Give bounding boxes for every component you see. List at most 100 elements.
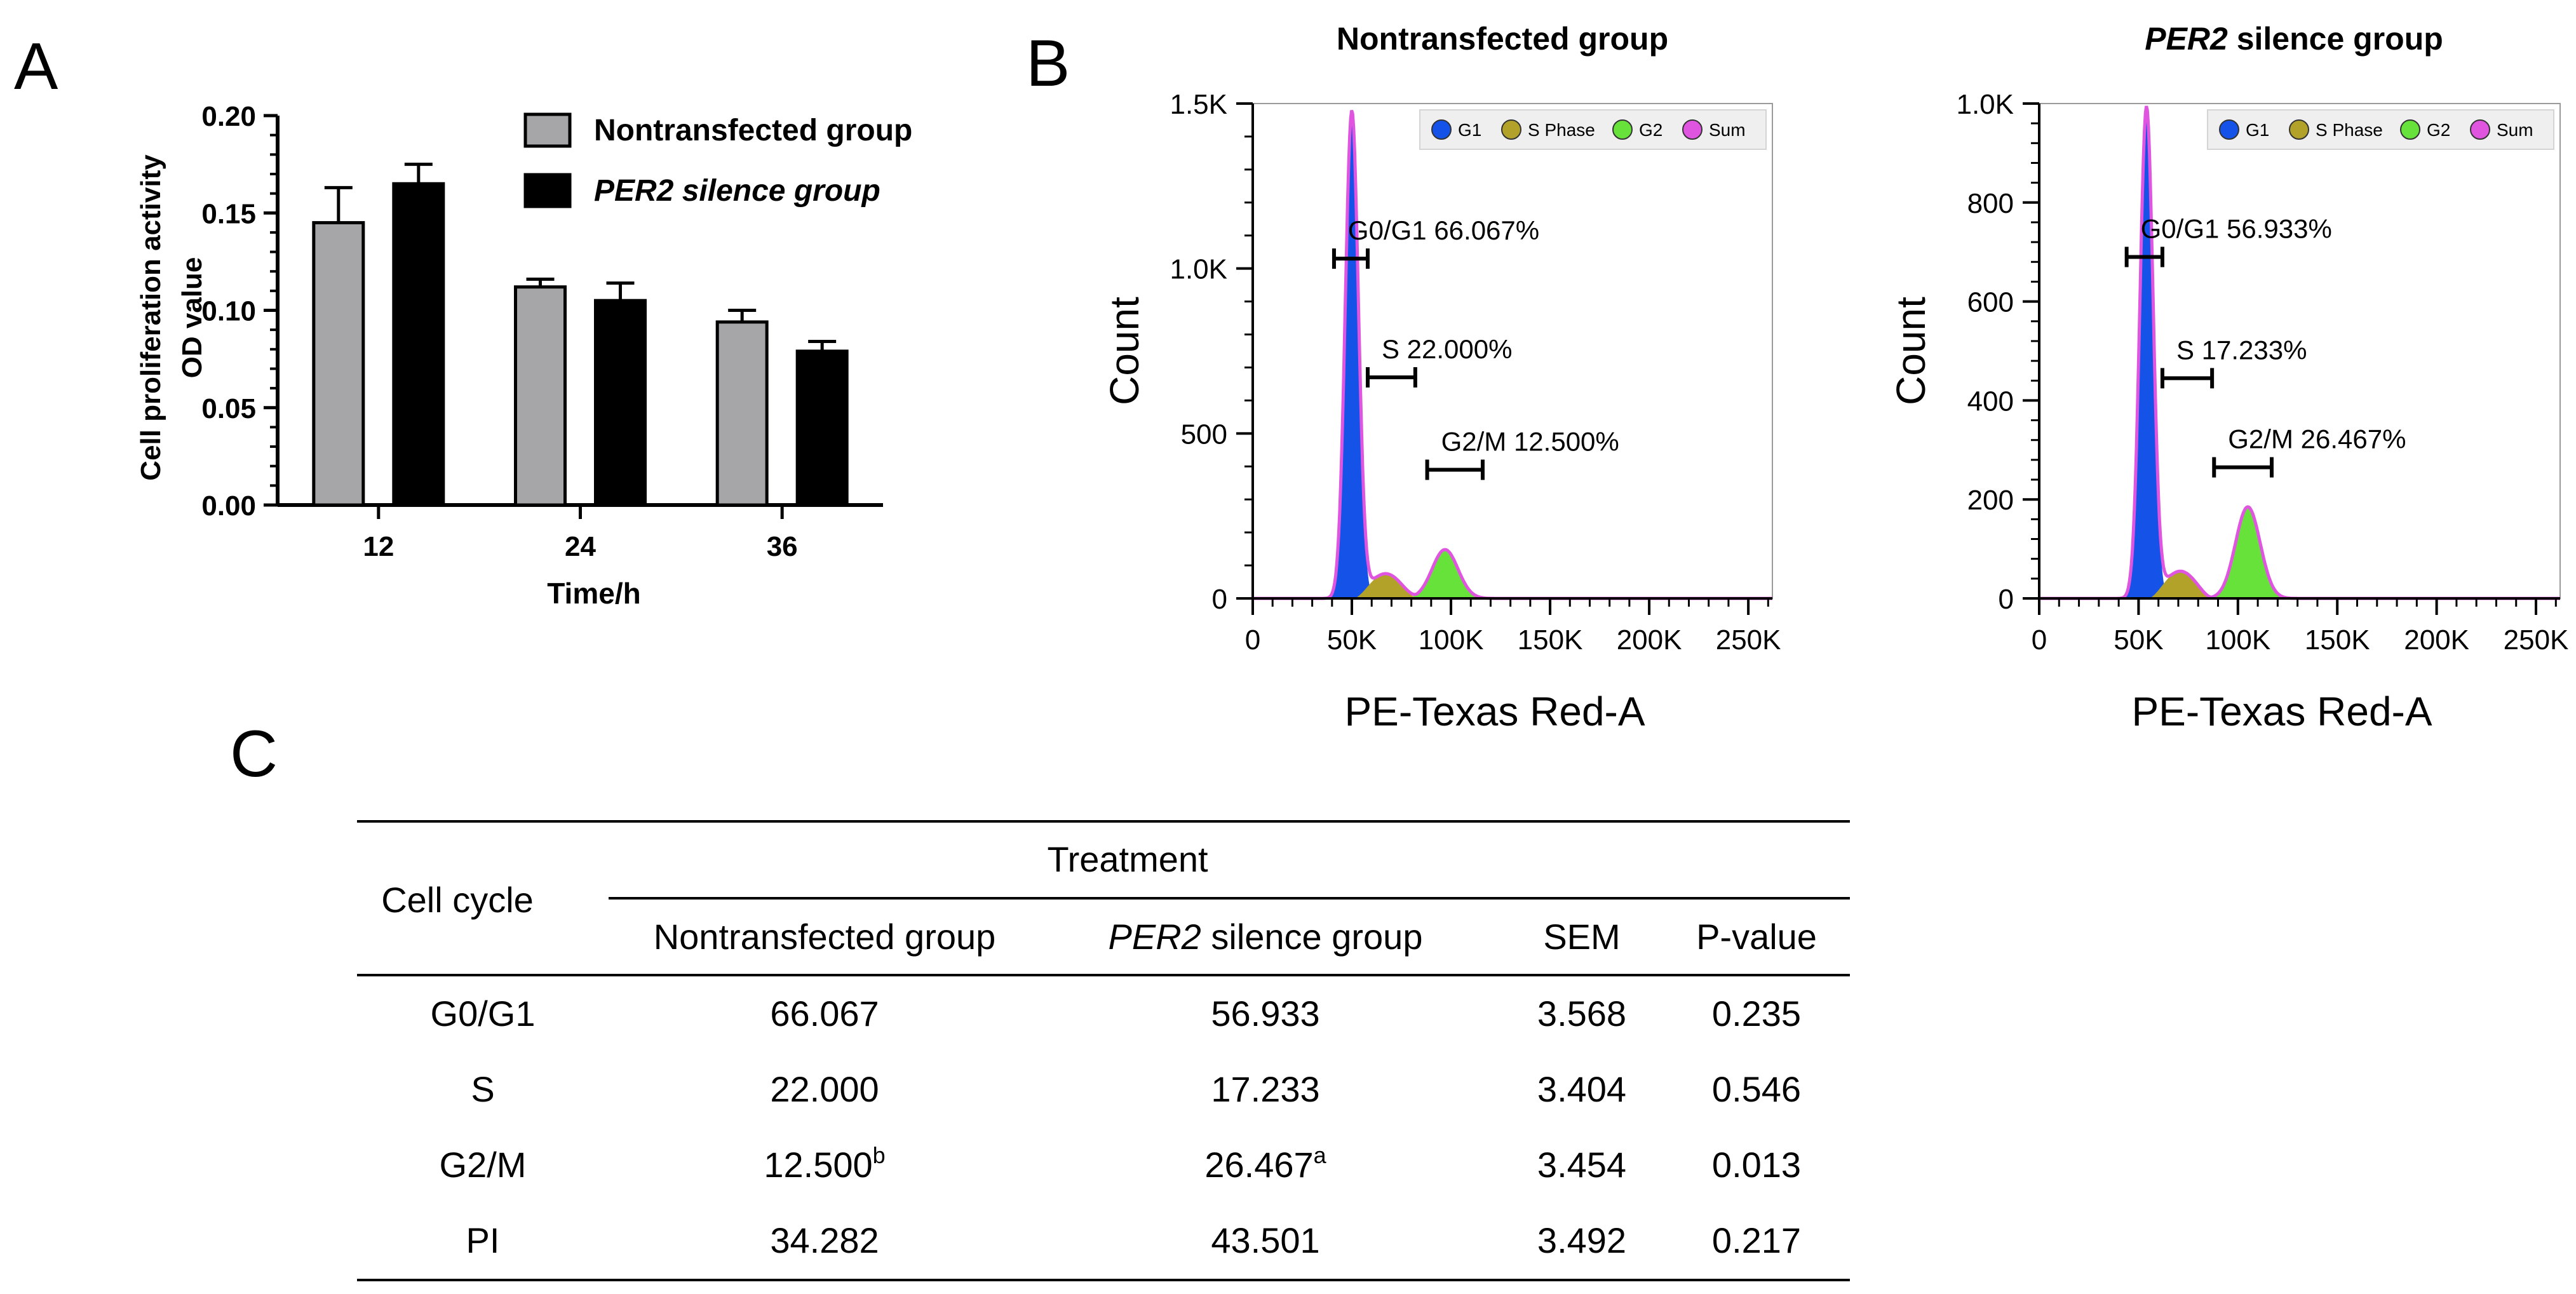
y-tick-label: 1.0K [1170, 254, 1227, 285]
bar [514, 285, 567, 507]
legend-marker [1431, 119, 1452, 140]
table-column-header: Nontransfected group [654, 917, 996, 957]
x-tick-label: 24 [565, 531, 596, 562]
table-cell: 56.933 [1211, 994, 1319, 1034]
x-tick-label: 250K [2504, 624, 2569, 656]
chart-title-rest: silence group [2228, 21, 2443, 57]
table-cell-value: 12.500 [764, 1145, 872, 1185]
legend-swatch [523, 173, 572, 208]
x-axis-title: PE-Texas Red-A [2131, 689, 2432, 734]
plot-frame [2039, 103, 2561, 599]
legend-box [2207, 109, 2554, 150]
y-tick-label: 0.05 [201, 393, 256, 424]
gate-label: G2/M 26.467% [2228, 424, 2406, 454]
table-cell: 3.404 [1537, 1069, 1626, 1109]
table-column-header: PER2 silence group [1109, 917, 1423, 957]
table-row-label: PI [466, 1220, 500, 1260]
y-axis-title-line2: OD value [177, 257, 208, 379]
table-cell: 0.235 [1712, 994, 1801, 1034]
chart-title: Nontransfected group [1337, 21, 1668, 57]
table-cell-value: 0.217 [1712, 1220, 1801, 1260]
legend-marker [2470, 119, 2490, 140]
x-tick-label: 100K [2205, 624, 2270, 656]
gate-label: S 17.233% [2176, 335, 2307, 365]
legend-box [1419, 109, 1767, 150]
histogram-nontransfected: Nontransfected group 0 500 1.0K 1.5K 0 50K 100K… [1102, 21, 1781, 734]
s-phase-area [2039, 571, 2560, 598]
table-cell-value: 43.501 [1211, 1220, 1319, 1260]
table-cell: 26.467a [1204, 1142, 1326, 1185]
table-row-header: Cell cycle [381, 880, 534, 920]
gate-label: S 22.000% [1382, 334, 1513, 364]
y-tick-label: 0.00 [201, 490, 256, 522]
column-header-text: silence group [1201, 917, 1423, 957]
panel-label-a: A [14, 30, 58, 104]
table-cell: 0.217 [1712, 1220, 1801, 1260]
legend-marker [2289, 119, 2309, 140]
legend-label: PER2 silence group [594, 174, 880, 208]
table-cell-value: 56.933 [1211, 994, 1319, 1034]
table-row-label: S [471, 1069, 494, 1109]
y-axis-title: Count [1102, 297, 1147, 405]
legend-marker [2400, 119, 2420, 140]
g1-peak-area [2039, 106, 2560, 598]
cell-cycle-table: Treatment Cell cycle Nontransfected group P… [357, 820, 1850, 1281]
panel-label-c: C [230, 717, 278, 791]
x-tick-label: 36 [767, 531, 798, 562]
gate-label: G0/G1 56.933% [2141, 213, 2332, 243]
table-cell: 12.500b [764, 1142, 885, 1185]
legend-label: G2 [2427, 120, 2450, 140]
legend-label: G2 [1639, 120, 1662, 140]
table-cell: 3.454 [1537, 1145, 1626, 1185]
column-header-text: Nontransfected group [654, 917, 996, 957]
panel-label-b: B [1026, 27, 1070, 100]
table-cell-superscript: a [1314, 1142, 1327, 1168]
table-column-header: P-value [1696, 917, 1817, 957]
table-cell: 22.000 [770, 1069, 879, 1109]
x-tick-label: 150K [1518, 624, 1583, 656]
table-row-label: G0/G1 [431, 994, 536, 1034]
y-tick-label: 0.15 [201, 198, 256, 229]
table-cell-value: 66.067 [770, 994, 879, 1034]
x-tick-label: 0 [2032, 624, 2047, 656]
legend-marker [1682, 119, 1703, 140]
table-cell-value: 34.282 [770, 1220, 879, 1260]
y-tick-label: 500 [1181, 419, 1227, 450]
legend-label: G1 [1458, 120, 1481, 140]
column-header-text: P-value [1696, 917, 1817, 957]
table-cell: 43.501 [1211, 1220, 1319, 1260]
legend-marker [1612, 119, 1633, 140]
table-cell-value: 3.492 [1537, 1220, 1626, 1260]
y-tick-label: 800 [1967, 188, 2014, 219]
y-tick-label: 0 [1212, 584, 1227, 615]
y-tick-label: 0.10 [201, 296, 256, 327]
table-cell-value: 3.404 [1537, 1069, 1626, 1109]
table-cell: 34.282 [770, 1220, 879, 1260]
column-header-gene: PER2 [1109, 917, 1201, 957]
x-tick-label: 50K [2114, 624, 2163, 656]
legend-label: Sum [2497, 120, 2533, 140]
plot-frame [1252, 103, 1773, 599]
x-tick-label: 100K [1419, 624, 1484, 656]
legend-marker [2219, 119, 2239, 140]
table-cell-value: 0.235 [1712, 994, 1801, 1034]
y-tick-label: 0 [1999, 584, 2014, 615]
s-phase-area [1253, 574, 1772, 598]
table-group-header: Treatment [1047, 839, 1208, 879]
legend-label: Sum [1709, 120, 1746, 140]
legend-label: S Phase [2316, 120, 2383, 140]
table-cell: 0.013 [1712, 1145, 1801, 1185]
bar [392, 182, 445, 507]
bar [312, 221, 365, 507]
y-tick-label: 600 [1967, 287, 2014, 318]
y-tick-label: 0.20 [201, 101, 256, 132]
g1-peak-area [1253, 110, 1772, 598]
column-header-text: SEM [1543, 917, 1620, 957]
table-cell: 3.492 [1537, 1220, 1626, 1260]
table-cell-value: 26.467 [1204, 1145, 1313, 1185]
x-tick-label: 12 [363, 531, 394, 562]
y-axis-title-line1: Cell proliferation activity [135, 154, 166, 481]
legend-marker [1501, 119, 1521, 140]
x-axis-title: Time/h [547, 577, 640, 610]
